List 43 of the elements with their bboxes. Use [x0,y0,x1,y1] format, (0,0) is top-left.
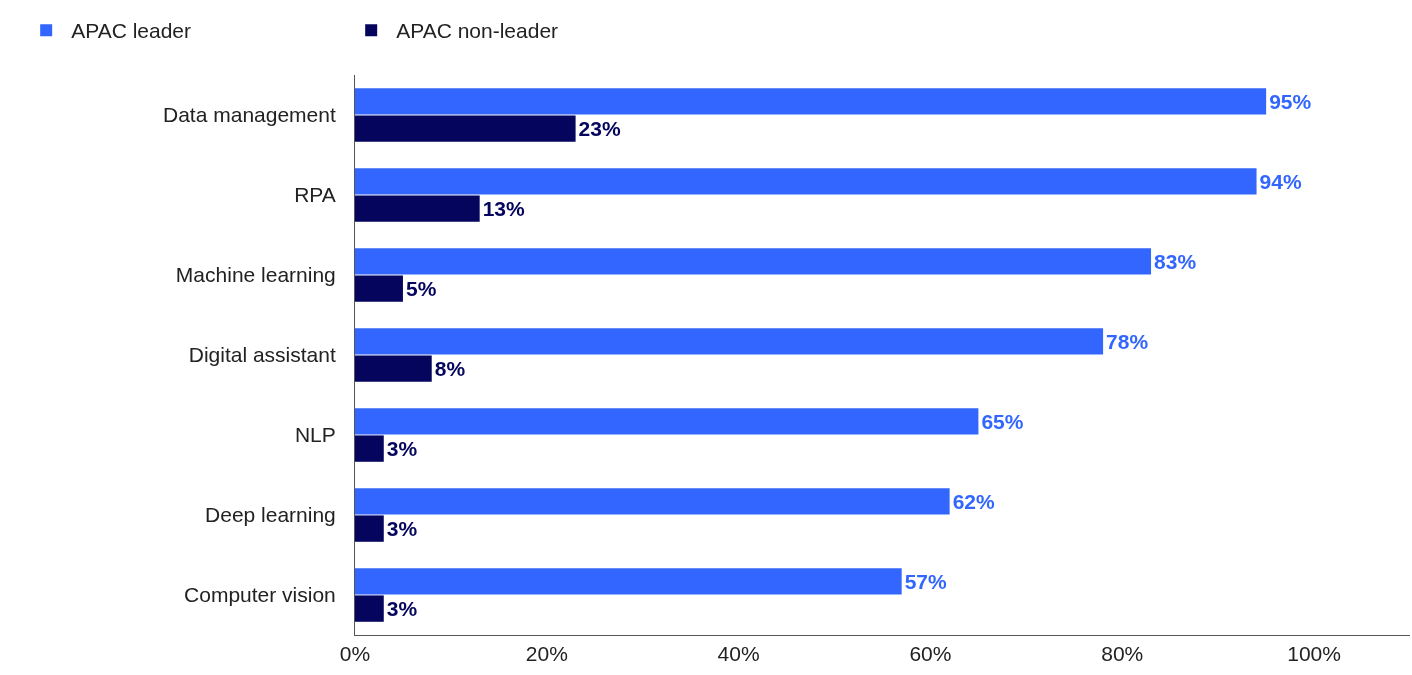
data-label: 65% [981,409,1024,433]
bar [355,168,1257,195]
data-label: 94% [1259,169,1302,193]
bar [355,248,1152,275]
data-label: 78% [1106,329,1149,353]
data-label: 95% [1269,89,1312,113]
bar [355,88,1267,115]
bar [355,328,1104,355]
bar [355,515,384,542]
bar [355,275,403,302]
bar [355,115,576,142]
bar [355,568,902,595]
data-label: 3% [386,437,418,461]
y-tick-label: Deep learning [205,503,336,527]
bar [355,195,480,222]
bar [355,488,950,515]
y-tick-label: Data management [163,103,336,127]
y-tick-label: Digital assistant [188,343,336,367]
data-label: 62% [952,489,995,513]
y-tick-label: RPA [294,183,336,207]
data-label: 3% [386,517,418,541]
y-tick-label: Computer vision [184,583,336,607]
data-label: 13% [482,197,526,221]
y-tick-label: NLP [294,423,336,447]
data-label: 57% [904,569,948,593]
x-tick-label: 60% [909,642,952,666]
x-tick-label: 40% [717,642,760,666]
bar [355,595,384,622]
data-label: 5% [405,277,437,301]
x-tick-label: 100% [1287,642,1341,666]
bar [355,408,979,435]
data-label: 3% [386,597,418,621]
bar [355,355,432,382]
bar [355,435,384,462]
x-tick-label: 80% [1101,642,1144,666]
y-tick-label: Machine learning [175,263,336,287]
data-label: 8% [434,357,466,381]
data-label: 83% [1154,249,1197,273]
x-tick-label: 20% [525,642,568,666]
legend-label: APAC non-leader [396,19,559,43]
data-label: 23% [578,117,621,141]
x-tick-label: 0% [339,642,371,666]
legend-label: APAC leader [71,19,192,43]
